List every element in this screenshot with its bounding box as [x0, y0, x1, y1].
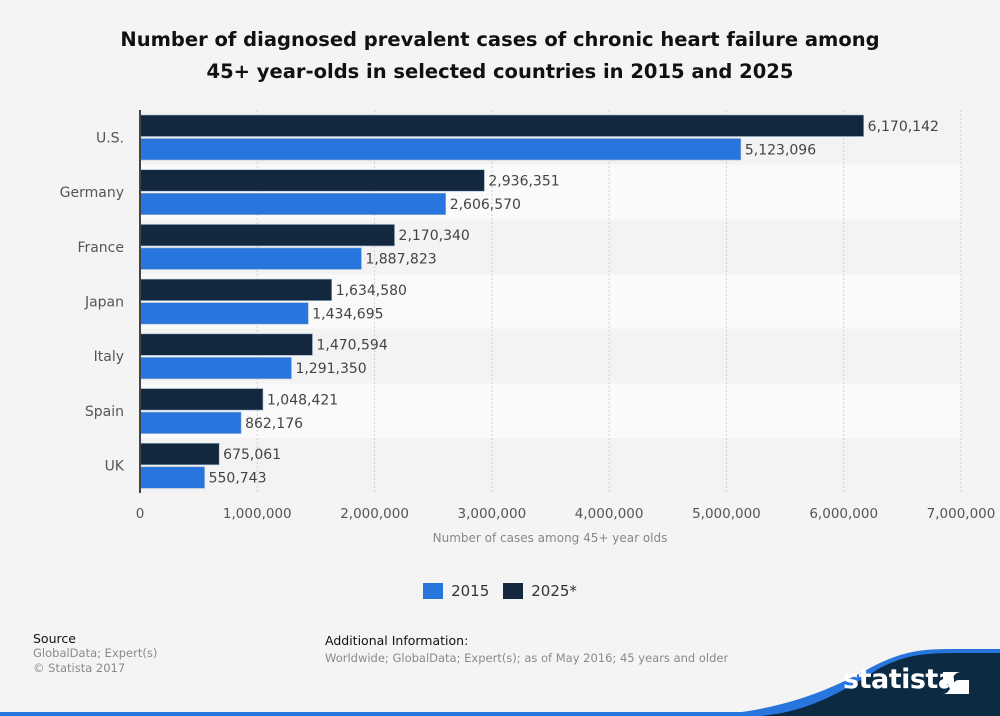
- bar-2025-france: [139, 224, 395, 247]
- bar-2025-japan: [139, 278, 333, 301]
- bar-2025-us: [139, 114, 864, 137]
- statista-logo-text[interactable]: statista: [843, 664, 956, 695]
- x-tick-label: 1,000,000: [223, 506, 292, 522]
- y-category-label: UK: [105, 459, 125, 475]
- x-tick-label: 5,000,000: [692, 506, 761, 522]
- x-tick-label: 0: [136, 506, 145, 522]
- bar-2025-spain: [139, 388, 264, 411]
- y-category-label: Germany: [60, 185, 124, 201]
- y-category-label: Japan: [84, 295, 124, 311]
- copyright-line: © Statista 2017: [33, 661, 126, 675]
- data-label: 862,176: [245, 416, 303, 432]
- source-block: Source GlobalData; Expert(s) © Statista …: [33, 631, 157, 676]
- source-heading: Source: [33, 631, 76, 646]
- legend-item-2025[interactable]: 2025*: [503, 582, 577, 600]
- category-band: [140, 438, 961, 493]
- chart-title-line-2: 45+ year-olds in selected countries in 2…: [206, 60, 794, 83]
- data-label: 1,470,594: [316, 338, 387, 354]
- bar-2025-italy: [139, 333, 313, 356]
- data-label: 2,170,340: [399, 228, 470, 244]
- bar-2015-france: [139, 247, 362, 270]
- x-tick-label: 6,000,000: [809, 506, 878, 522]
- data-label: 1,291,350: [295, 361, 366, 377]
- data-label: 1,887,823: [365, 252, 436, 268]
- legend-swatch-2025: [503, 583, 524, 599]
- bottom-blue-strip: [0, 712, 1000, 716]
- legend: 2015 2025*: [0, 582, 1000, 600]
- bar-2025-germany: [139, 169, 485, 192]
- data-label: 1,434,695: [312, 306, 383, 322]
- bar-chart: 6,170,142 5,123,096 2,936,351 2,606,570 2,17…: [60, 110, 996, 545]
- x-tick-label: 2,000,000: [340, 506, 409, 522]
- data-label: 675,061: [223, 447, 281, 463]
- chart-title-line-1: Number of diagnosed prevalent cases of c…: [120, 28, 880, 51]
- x-tick-label: 3,000,000: [457, 506, 526, 522]
- bar-2015-japan: [139, 302, 309, 325]
- legend-swatch-2015: [423, 583, 444, 599]
- data-label: 5,123,096: [745, 142, 816, 158]
- bar-2015-spain: [139, 411, 242, 434]
- data-label: 1,634,580: [336, 283, 407, 299]
- bar-2025-uk: [139, 442, 220, 466]
- y-category-label: France: [77, 240, 124, 256]
- y-category-label: U.S.: [96, 130, 124, 146]
- y-category-label: Spain: [85, 404, 124, 420]
- additional-info-text: Worldwide; GlobalData; Expert(s); as of …: [325, 651, 729, 665]
- data-label: 550,743: [209, 471, 267, 487]
- data-label: 2,936,351: [488, 173, 559, 189]
- legend-item-2015[interactable]: 2015: [423, 582, 489, 600]
- legend-label-2025: 2025*: [531, 582, 577, 600]
- x-tick-label: 7,000,000: [927, 506, 996, 522]
- additional-info-block: Additional Information: Worldwide; Globa…: [325, 633, 735, 666]
- bar-2015-italy: [139, 357, 292, 380]
- legend-label-2015: 2015: [451, 582, 490, 600]
- category-band: [140, 383, 961, 439]
- x-tick-label: 4,000,000: [575, 506, 644, 522]
- y-category-label: Italy: [94, 349, 124, 365]
- data-label: 1,048,421: [267, 392, 338, 408]
- x-axis-title: Number of cases among 45+ year olds: [433, 531, 668, 545]
- bar-2015-germany: [139, 192, 447, 216]
- data-label: 6,170,142: [868, 119, 939, 135]
- chart-title: Number of diagnosed prevalent cases of c…: [0, 24, 1000, 88]
- additional-info-heading: Additional Information:: [325, 633, 469, 648]
- data-label: 2,606,570: [450, 197, 521, 213]
- source-line: GlobalData; Expert(s): [33, 646, 158, 660]
- bar-2015-us: [139, 138, 742, 161]
- bar-2015-uk: [139, 466, 205, 489]
